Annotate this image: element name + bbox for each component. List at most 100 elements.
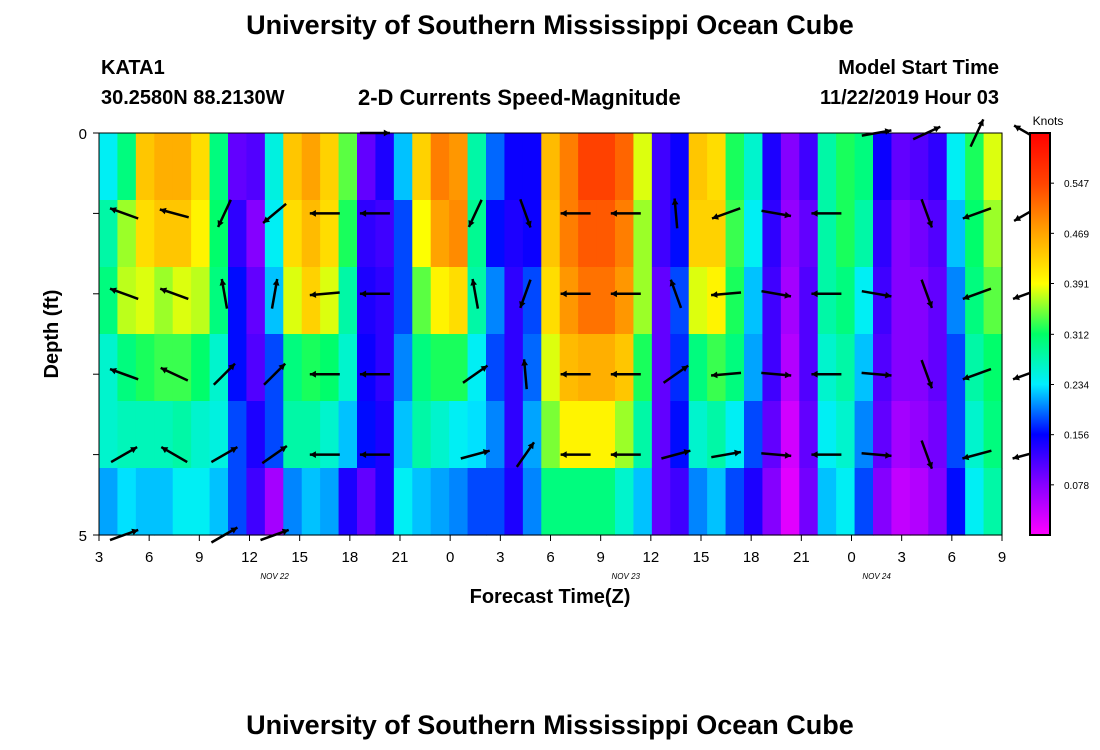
heatmap-cell xyxy=(578,401,598,469)
heatmap-cell xyxy=(191,267,211,335)
current-arrow xyxy=(160,446,188,464)
heatmap-cell xyxy=(393,401,413,469)
heatmap-cell xyxy=(504,468,524,536)
heatmap-cell xyxy=(135,133,155,201)
heatmap-cell xyxy=(707,401,727,469)
heatmap-cell xyxy=(891,334,911,402)
heatmap-cell xyxy=(946,200,966,268)
heatmap-cell xyxy=(320,468,340,536)
heatmap-cell xyxy=(486,468,506,536)
x-tick-label: 6 xyxy=(145,549,153,566)
heatmap-cell xyxy=(301,200,321,268)
heatmap-cell xyxy=(301,133,321,201)
colorbar-tick-label: 0.312 xyxy=(1064,330,1089,341)
heatmap-cell xyxy=(762,133,782,201)
heatmap-cell xyxy=(891,401,911,469)
heatmap-cell xyxy=(725,133,745,201)
colorbar-tick-label: 0.547 xyxy=(1064,179,1089,190)
heatmap-cell xyxy=(688,133,708,201)
heatmap-cell xyxy=(983,200,1003,268)
current-arrow xyxy=(710,291,742,298)
heatmap-cell xyxy=(891,468,911,536)
heatmap-cell xyxy=(320,401,340,469)
current-arrow xyxy=(661,449,691,460)
current-arrow xyxy=(519,198,532,228)
heatmap-cell xyxy=(486,200,506,268)
heatmap-cell xyxy=(817,468,837,536)
current-arrow xyxy=(460,449,491,460)
heatmap-cell xyxy=(449,468,469,536)
colorbar-tick-label: 0.391 xyxy=(1064,280,1089,291)
current-arrow xyxy=(861,289,892,299)
heatmap-cells xyxy=(99,133,1003,536)
heatmap-cell xyxy=(633,200,653,268)
current-arrow xyxy=(920,279,934,309)
heatmap-cell xyxy=(393,334,413,402)
heatmap-cell xyxy=(430,334,450,402)
heatmap-cell xyxy=(375,334,395,402)
x-tick-label: 3 xyxy=(496,549,504,566)
heatmap-cell xyxy=(688,401,708,469)
current-arrow xyxy=(662,364,689,384)
current-arrow xyxy=(610,451,641,458)
colorbar-tick-label: 0.156 xyxy=(1064,431,1089,442)
heatmap-cell xyxy=(449,200,469,268)
heatmap-cell xyxy=(117,468,137,536)
heatmap-cell xyxy=(596,133,616,201)
current-arrows xyxy=(109,118,1042,544)
heatmap-cell xyxy=(117,200,137,268)
heatmap-cell xyxy=(283,468,303,536)
heatmap-cell xyxy=(578,334,598,402)
heatmap-cell xyxy=(412,200,432,268)
heatmap-cell xyxy=(467,468,487,536)
date-label: NOV 22 xyxy=(260,572,289,581)
heatmap-cell xyxy=(817,334,837,402)
heatmap-cell xyxy=(228,200,248,268)
heatmap-cell xyxy=(799,200,819,268)
current-arrow xyxy=(962,287,992,301)
chart-subtitle: 2-D Currents Speed-Magnitude xyxy=(358,85,681,110)
heatmap-cell xyxy=(393,133,413,201)
current-arrow xyxy=(309,210,340,217)
heatmap-cell xyxy=(135,267,155,335)
heatmap-cell xyxy=(780,267,800,335)
heatmap-cell xyxy=(99,267,119,335)
current-arrow xyxy=(811,210,842,217)
heatmap-cell xyxy=(817,401,837,469)
heatmap-cell xyxy=(320,334,340,402)
heatmap-cell xyxy=(559,267,579,335)
heatmap-cell xyxy=(228,334,248,402)
current-arrow xyxy=(669,279,683,309)
heatmap-cell xyxy=(928,200,948,268)
heatmap-cell xyxy=(946,133,966,201)
current-arrow xyxy=(761,371,792,379)
current-arrow xyxy=(159,207,190,219)
heatmap-cell xyxy=(633,334,653,402)
x-tick-label: 18 xyxy=(341,549,358,566)
heatmap-cell xyxy=(909,200,929,268)
heatmap-cell xyxy=(965,468,985,536)
heatmap-cell xyxy=(873,267,893,335)
heatmap-cell xyxy=(615,133,635,201)
x-tick-label: 6 xyxy=(546,549,554,566)
current-arrow xyxy=(470,278,480,309)
heatmap-cell xyxy=(854,468,874,536)
heatmap-cell xyxy=(264,334,284,402)
heatmap-cell xyxy=(928,267,948,335)
heatmap-cell xyxy=(246,401,266,469)
x-tick-label: 6 xyxy=(948,549,956,566)
current-arrow xyxy=(467,199,483,228)
heatmap-cell xyxy=(172,468,192,536)
heatmap-cell xyxy=(541,133,561,201)
heatmap-cell xyxy=(688,468,708,536)
heatmap-cell xyxy=(338,200,358,268)
heatmap-cell xyxy=(191,133,211,201)
heatmap-cell xyxy=(670,401,690,469)
x-tick-label: 12 xyxy=(241,549,258,566)
heatmap-cell xyxy=(320,200,340,268)
current-arrow xyxy=(210,446,239,464)
heatmap-cell xyxy=(467,133,487,201)
heatmap-cell xyxy=(375,401,395,469)
x-tick-label: 0 xyxy=(847,549,855,566)
heatmap-cell xyxy=(965,200,985,268)
